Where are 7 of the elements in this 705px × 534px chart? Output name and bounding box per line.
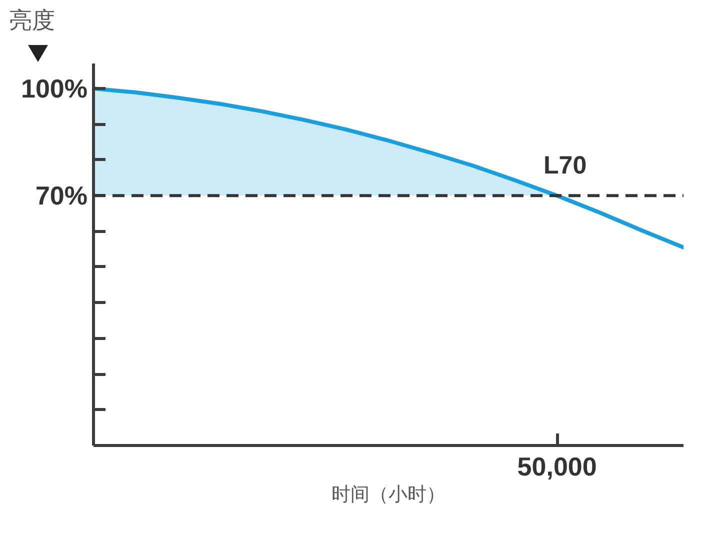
x-tick-label: 50,000 xyxy=(517,452,597,482)
y-axis-title: 亮度 xyxy=(9,7,55,33)
line-series xyxy=(94,86,684,250)
x-axis-title: 时间（小时） xyxy=(332,484,446,506)
y-tick-label: 100% xyxy=(21,73,88,104)
y-tick-label: 70% xyxy=(35,180,88,211)
annotation: L70 xyxy=(544,152,587,180)
